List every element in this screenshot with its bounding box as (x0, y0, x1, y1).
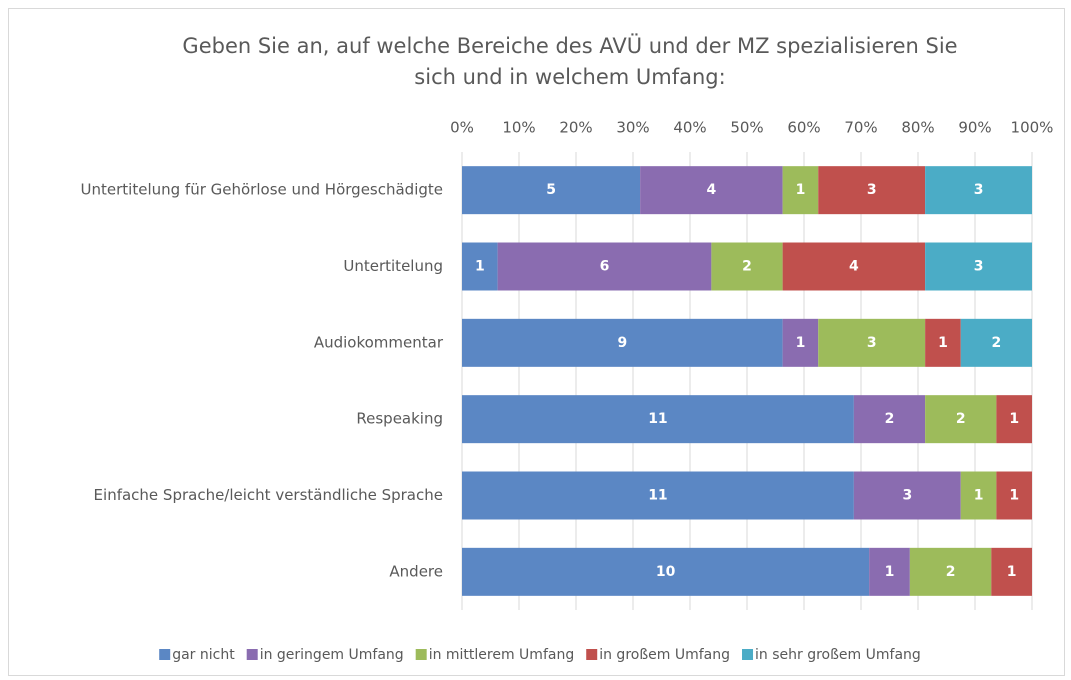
data-label: 1 (974, 488, 984, 504)
data-label: 2 (956, 411, 966, 427)
data-label: 3 (974, 259, 984, 275)
data-label: 1 (475, 259, 485, 275)
bar-segment (869, 547, 910, 596)
data-label: 4 (849, 259, 859, 275)
x-tick-label: 20% (559, 119, 592, 137)
bar-segment (462, 547, 870, 596)
bar-segment (497, 242, 712, 291)
data-label: 1 (796, 182, 806, 198)
y-tick-label: Untertitelung (343, 257, 443, 275)
legend-swatch (246, 649, 258, 660)
bar-segment (996, 395, 1032, 444)
x-tick-label: 40% (673, 119, 706, 137)
data-label: 1 (938, 335, 948, 351)
data-label: 11 (648, 488, 667, 504)
bar-segment (996, 471, 1032, 520)
x-tick-label: 90% (958, 119, 991, 137)
y-tick-label: Einfache Sprache/leicht verständliche Sp… (94, 486, 443, 504)
data-label: 2 (885, 411, 895, 427)
y-tick-label: Respeaking (356, 410, 443, 428)
bar-segment (462, 242, 498, 291)
data-label: 2 (946, 564, 956, 580)
data-label: 1 (796, 335, 806, 351)
y-tick-label: Andere (389, 562, 443, 580)
bar-segment (462, 471, 854, 520)
bar-segment (818, 318, 926, 367)
bar-segment (991, 547, 1032, 596)
x-tick-label: 50% (730, 119, 763, 137)
bar-segment (462, 166, 641, 215)
bar-segment (853, 395, 926, 444)
legend-swatch (159, 649, 171, 660)
x-tick-label: 80% (901, 119, 934, 137)
x-tick-label: 0% (450, 119, 474, 137)
bar-segment (818, 166, 926, 215)
data-label: 1 (1007, 564, 1017, 580)
bar-segment (782, 318, 819, 367)
bar-segment (925, 242, 1032, 291)
data-label: 1 (1009, 488, 1019, 504)
legend-label: in geringem Umfang (260, 647, 404, 663)
bar-segment (782, 166, 819, 215)
bar-segment (853, 471, 961, 520)
legend-label: in sehr großem Umfang (755, 647, 921, 663)
data-label: 3 (867, 335, 877, 351)
bar-segment (782, 242, 926, 291)
bar-segment (925, 166, 1032, 215)
data-label: 2 (742, 259, 752, 275)
bar-segment (462, 395, 854, 444)
x-tick-label: 100% (1011, 119, 1054, 137)
bar-segment (462, 318, 783, 367)
data-label: 1 (885, 564, 895, 580)
data-label: 3 (902, 488, 912, 504)
data-label: 10 (656, 564, 676, 580)
legend-label: in großem Umfang (599, 647, 730, 663)
bar-segment (925, 395, 997, 444)
data-label: 6 (600, 259, 610, 275)
x-tick-label: 60% (787, 119, 820, 137)
chart-title: sich und in welchem Umfang: (414, 65, 725, 89)
y-tick-label: Untertitelung für Gehörlose und Hörgesch… (81, 181, 443, 199)
x-tick-label: 30% (616, 119, 649, 137)
data-label: 2 (992, 335, 1002, 351)
bar-segment (960, 318, 1032, 367)
x-tick-label: 70% (844, 119, 877, 137)
x-tick-label: 10% (502, 119, 535, 137)
data-label: 11 (648, 411, 667, 427)
legend-label: gar nicht (172, 647, 235, 663)
legend-swatch (742, 649, 754, 660)
data-label: 5 (546, 182, 556, 198)
data-label: 4 (707, 182, 717, 198)
bar-segment (925, 318, 961, 367)
y-tick-label: Audiokommentar (314, 333, 444, 351)
bar-segment (711, 242, 783, 291)
legend-swatch (586, 649, 598, 660)
bar-segment (909, 547, 992, 596)
legend-swatch (415, 649, 427, 660)
data-label: 3 (974, 182, 984, 198)
bar-segment (960, 471, 997, 520)
data-label: 9 (617, 335, 627, 351)
data-label: 1 (1009, 411, 1019, 427)
bar-segment (640, 166, 783, 215)
chart-title: Geben Sie an, auf welche Bereiche des AV… (182, 33, 957, 58)
legend-label: in mittlerem Umfang (429, 647, 575, 663)
data-label: 3 (867, 182, 877, 198)
